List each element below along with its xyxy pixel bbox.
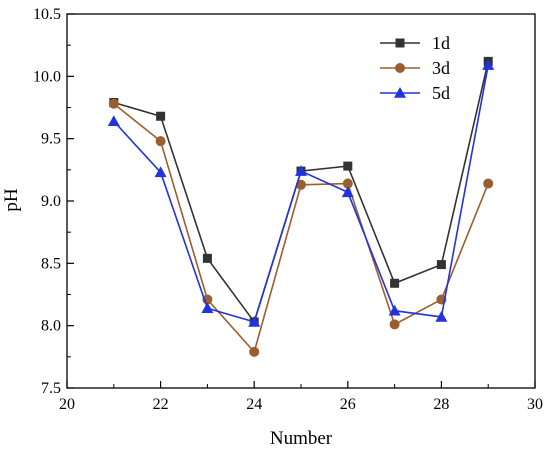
axes: 20 22 24 26 28 30 7.5 8.0 8.5 9.0 9.5 10.0 10.5 [33,6,543,413]
legend-label: 5d [432,83,450,103]
data-point-5d [435,310,448,322]
data-point-1d [343,161,353,171]
data-point-5d [341,186,354,198]
y-axis-title: pH [1,188,22,212]
x-tick-label: 28 [433,396,449,413]
data-point-3d [296,179,306,190]
data-point-1d [156,111,166,121]
legend: 1d 3d 5d [380,33,450,103]
x-axis-title: Number [270,428,333,449]
y-tick-label: 10.0 [33,68,61,85]
data-point-5d [154,166,167,178]
legend-label: 1d [432,33,450,53]
y-tick-label: 8.5 [41,255,61,272]
data-point-3d [483,178,494,189]
data-point-1d [202,253,212,263]
legend-item-1d: 1d [380,33,450,53]
y-tick-label: 9.0 [41,193,61,210]
series-5d [107,59,495,327]
data-point-3d [108,98,119,109]
data-point-5d [388,304,401,316]
x-tick-label: 20 [59,396,75,413]
data-point-5d [482,59,495,70]
x-tick-label: 24 [246,396,262,413]
data-point-5d [107,115,120,127]
data-point-1d [436,260,446,270]
data-point-1d [390,278,400,288]
data-point-3d [249,346,260,357]
y-tick-label: 9.5 [41,131,61,148]
data-point-3d [342,178,353,189]
y-tick-label: 8.0 [41,318,61,335]
series-line-5d [113,64,489,323]
x-tick-label: 26 [340,396,356,413]
data-point-3d [155,136,166,147]
legend-label: 3d [432,58,450,78]
legend-item-3d: 3d [380,58,450,78]
y-tick-label: 7.5 [41,380,61,397]
x-tick-label: 22 [153,396,169,413]
legend-marker [395,38,405,48]
data-point-5d [201,302,214,314]
legend-marker [395,63,405,73]
plot-area [107,56,495,357]
data-point-3d [389,319,400,330]
y-tick-label: 10.5 [33,6,61,23]
legend-item-5d: 5d [380,83,450,103]
x-tick-label: 30 [527,396,543,413]
data-point-5d [295,165,307,176]
data-point-5d [248,315,261,327]
plot-frame [66,13,536,389]
legend-marker [394,87,406,98]
series-line-3d [113,103,489,354]
series-3d [108,98,494,357]
